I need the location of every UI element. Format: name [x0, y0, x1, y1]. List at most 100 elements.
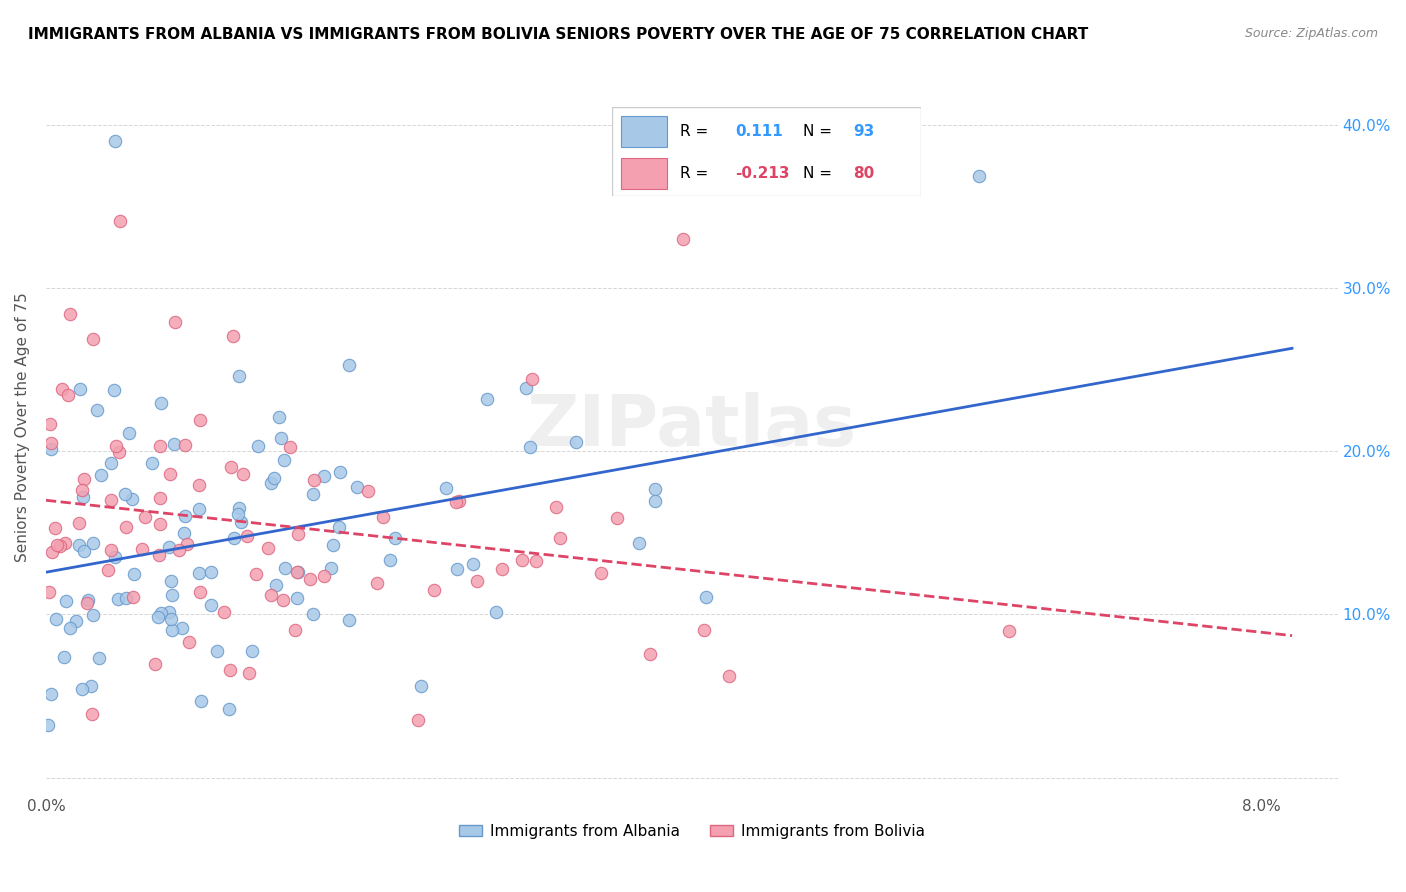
Point	[104, 134, 127, 148]
Point	[172, 621, 194, 635]
Point	[55, 593, 77, 607]
Point	[149, 439, 172, 453]
Point	[157, 605, 180, 619]
Point	[59, 621, 82, 635]
Point	[188, 478, 211, 492]
Text: R =: R =	[679, 124, 707, 138]
Point	[149, 517, 172, 532]
Point	[65, 614, 87, 628]
Point	[39, 442, 62, 457]
Point	[143, 657, 166, 671]
Point	[273, 561, 295, 575]
Point	[245, 567, 267, 582]
Legend: Immigrants from Albania, Immigrants from Bolivia: Immigrants from Albania, Immigrants from…	[453, 818, 931, 845]
Point	[174, 438, 197, 452]
Point	[134, 509, 156, 524]
Point	[287, 527, 309, 541]
Point	[229, 515, 252, 529]
Point	[177, 635, 200, 649]
Point	[627, 536, 650, 550]
Text: 93: 93	[853, 124, 875, 138]
Point	[260, 588, 283, 602]
Point	[232, 467, 254, 482]
Point	[82, 332, 104, 346]
Point	[176, 537, 198, 551]
Point	[695, 590, 717, 604]
Point	[80, 679, 103, 693]
Point	[73, 472, 96, 486]
Point	[45, 612, 67, 626]
Point	[287, 566, 309, 580]
Point	[606, 510, 628, 524]
Point	[108, 445, 131, 459]
Point	[434, 481, 457, 495]
Point	[141, 456, 163, 470]
Point	[329, 465, 352, 479]
Point	[548, 531, 571, 545]
Point	[644, 494, 666, 508]
Point	[444, 494, 467, 508]
Point	[247, 439, 270, 453]
Y-axis label: Seniors Poverty Over the Age of 75: Seniors Poverty Over the Age of 75	[15, 292, 30, 562]
Point	[273, 452, 295, 467]
Point	[38, 585, 60, 599]
Point	[284, 624, 307, 638]
Point	[285, 591, 308, 605]
Point	[188, 413, 211, 427]
Point	[998, 624, 1021, 639]
Point	[73, 544, 96, 558]
Point	[384, 531, 406, 545]
Point	[100, 456, 122, 470]
Point	[638, 648, 661, 662]
Point	[163, 315, 186, 329]
Point	[121, 492, 143, 507]
Point	[69, 538, 91, 552]
Point	[187, 566, 209, 580]
Point	[263, 471, 285, 485]
Point	[56, 387, 79, 401]
Point	[222, 328, 245, 343]
Point	[519, 440, 541, 454]
Point	[266, 578, 288, 592]
Point	[76, 592, 98, 607]
Point	[200, 565, 222, 579]
Point	[107, 592, 129, 607]
Point	[51, 383, 73, 397]
Point	[188, 585, 211, 599]
Point	[267, 410, 290, 425]
Point	[285, 566, 308, 580]
Point	[67, 516, 90, 531]
Point	[200, 598, 222, 612]
Point	[86, 402, 108, 417]
Point	[221, 459, 243, 474]
Text: 0.111: 0.111	[735, 124, 783, 138]
Point	[270, 431, 292, 445]
Text: -0.213: -0.213	[735, 166, 790, 180]
Point	[104, 439, 127, 453]
Text: N =: N =	[803, 166, 832, 180]
Point	[163, 436, 186, 450]
Point	[160, 588, 183, 602]
Text: Source: ZipAtlas.com: Source: ZipAtlas.com	[1244, 27, 1378, 40]
FancyBboxPatch shape	[612, 107, 921, 196]
Point	[69, 382, 91, 396]
Bar	[621, 116, 668, 147]
Point	[214, 605, 236, 619]
Point	[515, 381, 537, 395]
Point	[693, 624, 716, 638]
Point	[174, 509, 197, 524]
Point	[717, 669, 740, 683]
Point	[87, 650, 110, 665]
Point	[162, 623, 184, 637]
Point	[256, 541, 278, 556]
Point	[146, 610, 169, 624]
Point	[346, 480, 368, 494]
Point	[222, 531, 245, 545]
Point	[228, 501, 250, 516]
Point	[82, 535, 104, 549]
Point	[149, 396, 172, 410]
Point	[302, 607, 325, 622]
Point	[167, 543, 190, 558]
Point	[149, 491, 172, 505]
Point	[409, 679, 432, 693]
